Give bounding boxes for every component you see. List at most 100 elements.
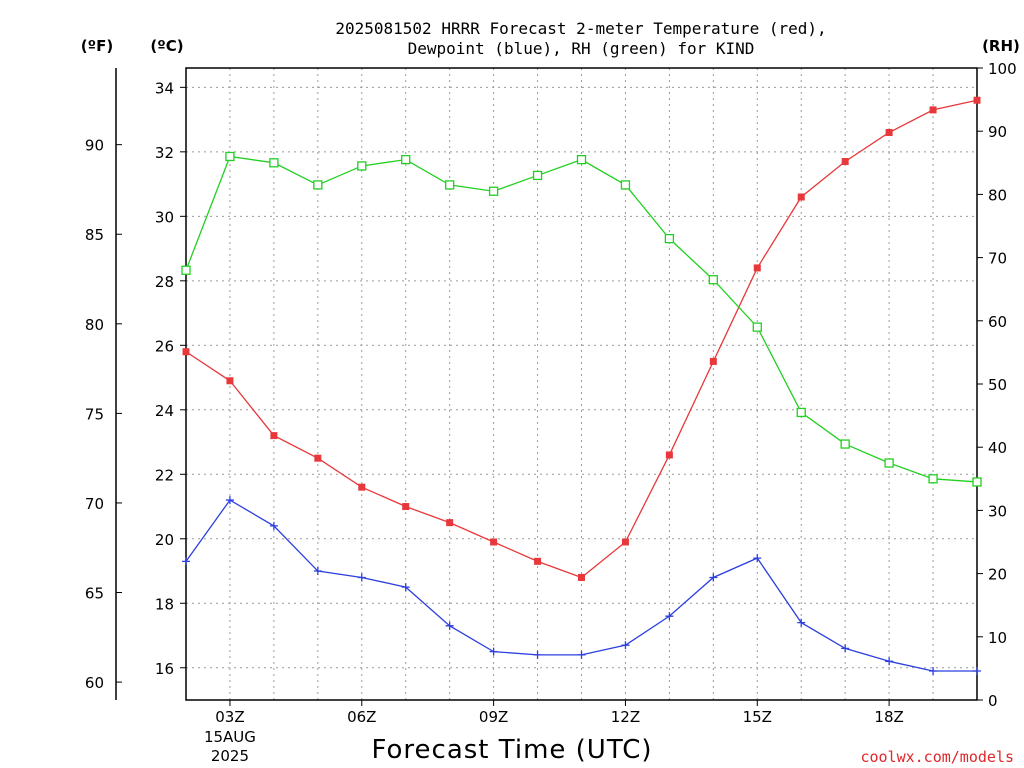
celsius-tick-label: 24 [155,402,174,420]
celsius-tick-label: 32 [155,144,174,162]
fahrenheit-tick-label: 75 [85,405,104,423]
celsius-tick-label: 30 [155,208,174,226]
x-tick-year: 2025 [211,747,249,765]
rh-tick-label: 70 [988,250,1007,268]
series-dewpoint [182,496,981,675]
x-tick-date: 15AUG [204,728,256,746]
celsius-unit-label: (ºC) [150,37,183,55]
temperature-point [753,264,761,272]
rh-point [532,170,543,181]
rh-tick-label: 20 [988,566,1007,584]
rh-point [664,233,675,244]
dewpoint-point [313,567,322,576]
temperature-point [446,519,454,527]
temperature-point [402,503,410,511]
celsius-tick-label: 18 [155,595,174,613]
rh-point [972,477,982,487]
dewpoint-point [269,521,278,530]
temperature-point [270,432,278,440]
rh-tick-label: 100 [988,60,1017,78]
rh-point [357,161,367,171]
axes: 16 18 20 22 24 26 28 30 32 34 60 65 70 75 80 85 90 0 10 20 3… [85,60,1017,765]
x-tick-label: 03Z [215,708,244,726]
rh-tick-label: 90 [988,123,1007,141]
chart-title-line-2: Dewpoint (blue), RH (green) for KIND [408,39,755,58]
dewpoint-point [929,666,938,675]
dewpoint-point [973,666,981,675]
series-line-rh [185,155,978,483]
x-axis-label: Forecast Time (UTC) [371,735,652,765]
temperature-point [709,357,717,365]
rh-point [313,180,323,190]
dewpoint-point [621,641,630,650]
rh-tick-label: 0 [988,692,998,710]
rh-point [928,474,938,484]
rh-point [181,265,191,275]
rh-point [708,275,718,285]
fahrenheit-tick-label: 80 [85,316,104,334]
x-tick-label: 15Z [743,708,772,726]
rh-point [884,458,894,468]
x-tick-label: 12Z [611,708,640,726]
series-group [181,96,982,675]
rh-point [445,180,455,190]
rh-tick-label: 80 [988,186,1007,204]
dewpoint-point [401,583,410,592]
temperature-point [973,96,981,104]
rh-tick-label: 50 [988,376,1007,394]
series-temperature [182,96,981,581]
temperature-point [490,538,498,546]
dewpoint-point [797,618,806,627]
rh-point [840,439,850,449]
temperature-point [665,451,673,459]
dewpoint-point [357,573,366,582]
dewpoint-point [489,647,498,656]
temperature-point [358,483,366,491]
x-tick-label: 09Z [479,708,508,726]
rh-point [269,158,279,168]
rh-tick-label: 30 [988,502,1007,520]
temperature-point [578,573,585,581]
series-rh [181,151,982,487]
celsius-tick-label: 34 [155,79,174,97]
dewpoint-point [885,657,894,666]
temperature-point [226,377,234,385]
temperature-point [841,158,849,166]
celsius-tick-label: 28 [155,273,174,291]
dewpoint-point [577,650,586,659]
rh-point [796,407,806,418]
rh-point [620,180,631,190]
temperature-point [797,193,805,201]
temperature-point [314,454,322,462]
fahrenheit-unit-label: (ºF) [81,37,113,55]
x-tick-label: 06Z [347,708,376,726]
dewpoint-point [841,644,850,653]
dewpoint-point [445,621,454,630]
rh-tick-label: 60 [988,313,1007,331]
credit-text: coolwx.com/models [860,748,1014,766]
fahrenheit-tick-label: 65 [85,585,104,603]
rh-point [576,154,587,165]
dewpoint-point [665,612,674,621]
temperature-point [182,348,190,356]
dewpoint-point [533,650,542,659]
temperature-point [534,557,542,565]
fahrenheit-tick-label: 60 [85,674,104,692]
dewpoint-point [753,554,762,563]
fahrenheit-tick-label: 70 [85,495,104,513]
temperature-point [885,128,893,136]
temperature-point [621,538,629,546]
celsius-tick-label: 16 [155,660,174,678]
rh-point [401,154,411,165]
rh-unit-label: (RH) [982,37,1020,55]
celsius-tick-label: 22 [155,466,174,484]
x-tick-label: 18Z [874,708,903,726]
rh-point [225,151,235,162]
fahrenheit-tick-label: 90 [85,137,104,155]
chart-title-line-1: 2025081502 HRRR Forecast 2-meter Tempera… [335,19,826,38]
rh-point [752,322,762,332]
rh-tick-label: 40 [988,439,1007,457]
temperature-point [929,106,937,114]
celsius-tick-label: 26 [155,337,174,355]
